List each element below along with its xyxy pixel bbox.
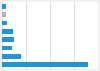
Bar: [2, 37, 14, 42]
Bar: [2, 46, 12, 50]
Bar: [2, 12, 6, 17]
Bar: [2, 62, 88, 67]
Bar: [2, 54, 21, 59]
Bar: [2, 29, 14, 34]
Bar: [2, 21, 7, 25]
Bar: [2, 4, 6, 9]
